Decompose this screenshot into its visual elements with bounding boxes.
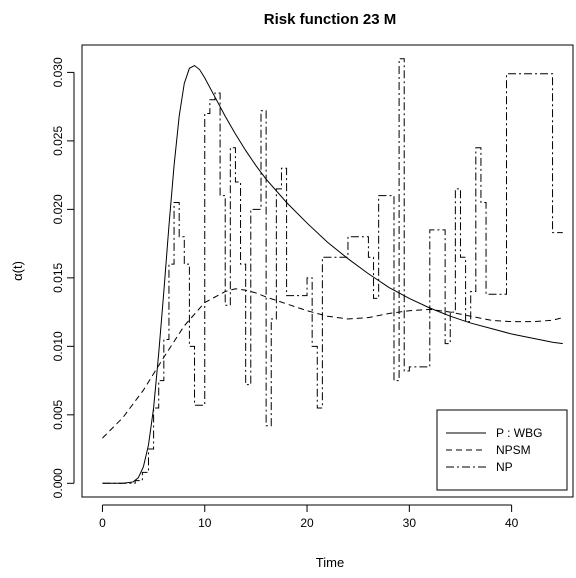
legend-label-2: NP bbox=[496, 460, 513, 474]
y-tick-label: 0.030 bbox=[51, 57, 65, 87]
x-tick-label: 20 bbox=[300, 516, 314, 530]
chart-title: Risk function 23 M bbox=[264, 11, 397, 28]
plot-frame bbox=[81, 44, 574, 498]
y-axis: 0.000 0.005 0.010 0.015 0.020 0.025 0.030 bbox=[51, 57, 75, 498]
legend-label-1: NPSM bbox=[496, 443, 531, 457]
x-tick-label: 40 bbox=[505, 516, 519, 530]
y-tick-label: 0.005 bbox=[51, 399, 65, 429]
y-tick-label: 0.025 bbox=[51, 126, 65, 156]
series-line-2 bbox=[102, 58, 563, 484]
legend-box bbox=[436, 409, 568, 491]
y-tick-label: 0.010 bbox=[51, 331, 65, 361]
x-axis: 0 10 20 30 40 bbox=[99, 504, 519, 530]
x-tick-label: 10 bbox=[198, 516, 212, 530]
y-tick-label: 0.015 bbox=[51, 263, 65, 293]
x-axis-label: Time bbox=[316, 555, 344, 570]
x-tick-label: 30 bbox=[403, 516, 417, 530]
legend-label-0: P : WBG bbox=[496, 426, 542, 440]
series-line-1 bbox=[102, 288, 563, 439]
series-line-0 bbox=[102, 64, 563, 484]
y-axis-label: α(t) bbox=[10, 261, 25, 281]
plot-lines bbox=[102, 58, 563, 484]
legend: P : WBG NPSM NP bbox=[436, 409, 568, 491]
y-tick-label: 0.000 bbox=[51, 468, 65, 498]
y-tick-label: 0.020 bbox=[51, 194, 65, 224]
x-tick-label: 0 bbox=[99, 516, 106, 530]
